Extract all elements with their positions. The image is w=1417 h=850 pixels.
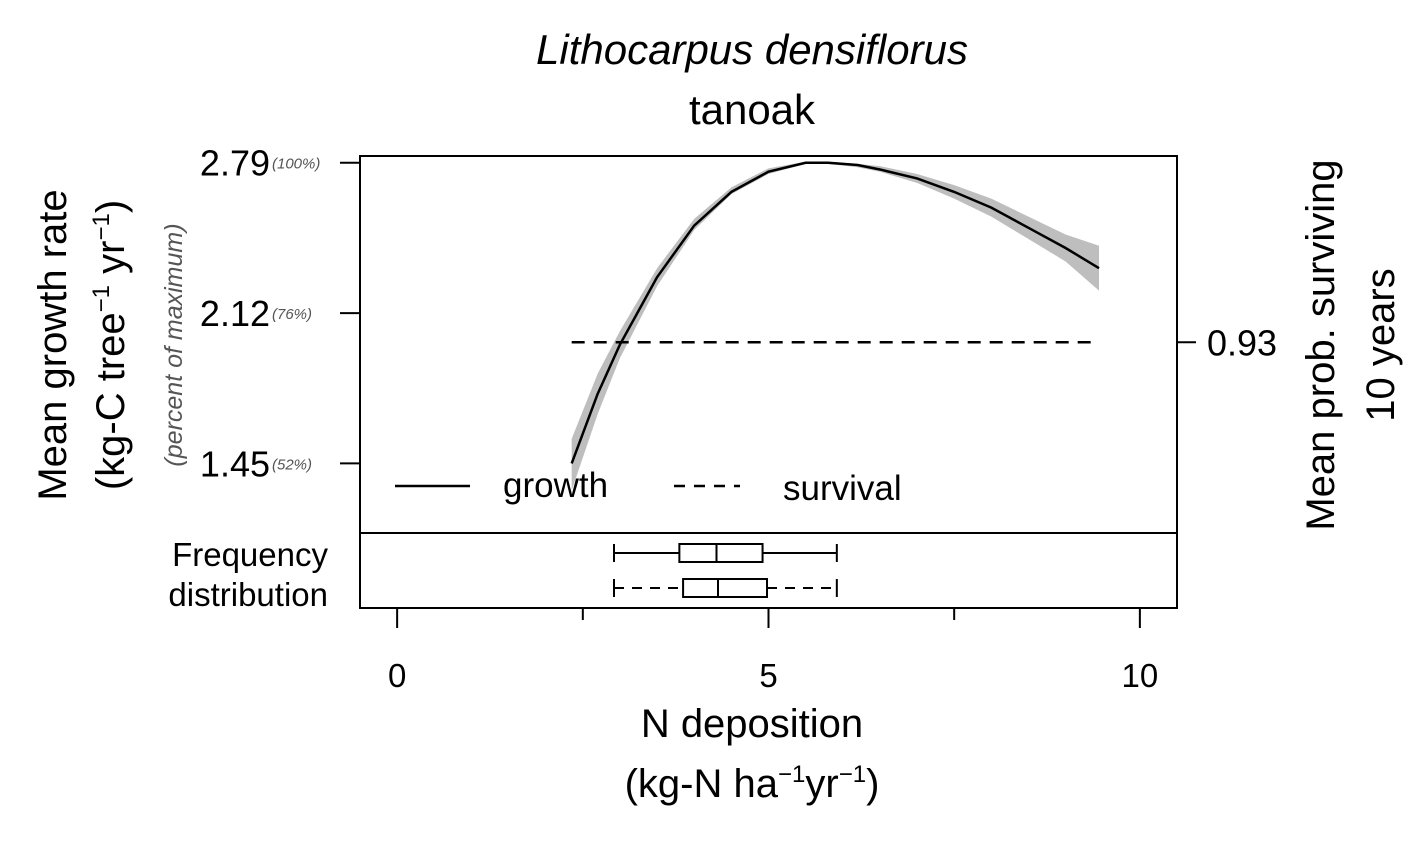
x-tick-label: 5: [759, 657, 777, 694]
chart-title: Lithocarpus densiflorus: [536, 26, 968, 73]
frequency-label-line1: Frequency: [172, 536, 328, 573]
y-axis-title: Mean growth rate: [31, 189, 75, 500]
survival-box-iqr: [682, 578, 769, 598]
frequency-boxplot-layer: [613, 543, 838, 598]
frequency-plot-frame: [359, 532, 1178, 609]
y-axis-secondary-label: (percent of maximum): [160, 223, 188, 466]
growth-box-iqr: [678, 543, 764, 563]
x-units-part: ): [866, 762, 879, 806]
x-units-sup: −1: [839, 761, 866, 788]
y-tick-label: 2.12: [200, 293, 270, 334]
y-tick-percent: (76%): [272, 306, 312, 323]
y-axis: 2.79 (100%) 2.12 (76%) 1.45 (52%): [200, 143, 360, 484]
x-units-part: yr: [805, 762, 838, 806]
y-units-part: yr: [89, 241, 133, 285]
frequency-label-line2: distribution: [168, 576, 328, 613]
x-axis: 0 5 10: [388, 607, 1159, 694]
y-axis-units: (kg-C tree−1 yr−1): [88, 200, 133, 490]
x-axis-units: (kg-N ha−1yr−1): [625, 761, 880, 806]
y-tick-label: 2.79: [200, 143, 270, 184]
x-tick-label: 0: [388, 657, 406, 694]
y2-axis-title-line2: 10 years: [1359, 268, 1403, 421]
y-units-sup: −1: [88, 213, 115, 240]
y-units-part: ): [89, 200, 133, 213]
y-tick-percent: (100%): [272, 156, 320, 173]
y-units-sup: −1: [88, 285, 115, 312]
chart-subtitle: tanoak: [689, 86, 816, 133]
confidence-band-layer: [571, 161, 1100, 491]
x-units-part: (kg-N ha: [625, 762, 779, 806]
legend-growth-label: growth: [503, 466, 608, 505]
legend-survival-label: survival: [783, 469, 902, 508]
x-units-sup: −1: [778, 761, 805, 788]
y2-tick-label: 0.93: [1207, 322, 1277, 363]
legend: growth survival: [395, 466, 902, 508]
x-tick-label: 10: [1122, 657, 1159, 694]
x-axis-title: N deposition: [641, 702, 863, 746]
main-plot-frame: [359, 155, 1178, 534]
y-tick-label: 1.45: [200, 443, 270, 484]
series-layer: [570, 161, 1100, 464]
growth-series-line: [570, 161, 1100, 464]
y-units-part: (kg-C tree: [89, 312, 133, 490]
y-tick-percent: (52%): [272, 456, 312, 473]
growth-confidence-band: [571, 161, 1100, 491]
y2-axis-title: Mean prob. surviving: [1299, 159, 1343, 530]
y2-axis: 0.93: [1177, 322, 1277, 363]
